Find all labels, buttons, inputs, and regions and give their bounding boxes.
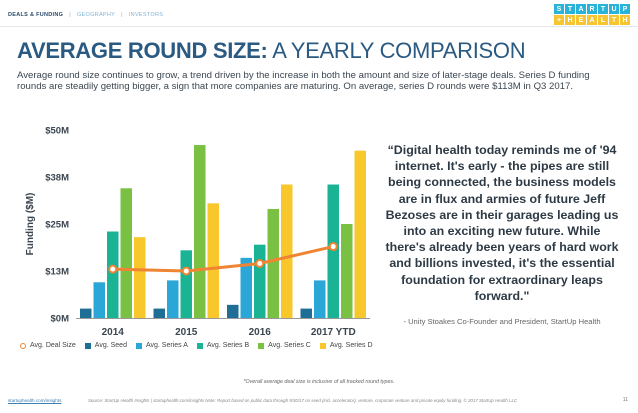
x-tick-label: 2015 [175, 327, 198, 338]
bar-seriesA [93, 282, 105, 318]
bar-seriesD [354, 150, 366, 318]
logo-letter: L [598, 15, 608, 25]
nav-investors[interactable]: INVESTORS [128, 12, 164, 18]
footnote: *Overall average deal size is inclusive … [243, 379, 395, 385]
bar-seriesB [327, 184, 339, 318]
x-tick-label: 2017 YTD [311, 327, 356, 338]
y-tick-label: $38M [45, 173, 69, 184]
legend-label: Avg. Series A [145, 342, 188, 349]
top-navigation: DEALS & FUNDING | GEOGRAPHY | INVESTORS [8, 12, 163, 18]
deal-size-point [328, 242, 338, 252]
legend-item-seriesD: Avg. Series D [319, 342, 373, 349]
legend-swatch [258, 342, 265, 349]
bar-seriesA [240, 257, 252, 318]
bar-seriesD [281, 184, 293, 318]
intro-paragraph: Average round size continues to grow, a … [17, 70, 590, 92]
bar-seriesB [180, 250, 192, 318]
x-tick-label: 2014 [102, 327, 125, 338]
deal-size-point [108, 264, 118, 274]
logo-letter: E [576, 15, 586, 25]
logo-letter: U [609, 4, 619, 14]
legend-swatch [84, 342, 91, 349]
nav-separator: | [121, 12, 123, 18]
bar-seed [227, 304, 239, 318]
page-title: AVERAGE ROUND SIZE: A YEARLY COMPARISON [17, 38, 526, 64]
logo-letter: + [554, 15, 564, 25]
bar-seriesA [167, 280, 179, 318]
legend-swatch [196, 342, 203, 349]
legend-label: Avg. Series C [268, 342, 311, 349]
y-tick-label: $13M [45, 267, 69, 278]
y-axis-label: Funding ($M) [25, 193, 36, 256]
logo-letter: T [609, 15, 619, 25]
chart-legend: Avg. Deal Size Avg. Seed Avg. Series A Avg.… [20, 342, 382, 349]
legend-item-seriesA: Avg. Series A [135, 342, 188, 349]
legend-label: Avg. Series D [329, 342, 373, 349]
y-tick-label: $50M [45, 126, 69, 137]
page-title-bold: AVERAGE ROUND SIZE: [17, 38, 268, 63]
logo-letter: H [620, 15, 630, 25]
header-divider [0, 26, 638, 27]
bar-seed [80, 308, 92, 318]
deal-size-point [181, 266, 191, 276]
legend-item-seed: Avg. Seed [84, 342, 127, 349]
footer-source: Source: StartUp Health Insights | startu… [88, 398, 518, 403]
bar-seriesD [207, 203, 219, 318]
legend-item-deal-size: Avg. Deal Size [20, 342, 76, 349]
page-title-rest: A YEARLY COMPARISON [272, 38, 526, 63]
logo-letter: R [587, 4, 597, 14]
logo-letter: A [587, 15, 597, 25]
round-size-chart: Funding ($M) $0M $13M $25M $38M $50M 2014 2015 2… [25, 126, 370, 338]
nav-geography[interactable]: GEOGRAPHY [76, 12, 116, 18]
x-tick-label: 2016 [249, 327, 272, 338]
deal-size-point [255, 258, 265, 268]
logo-letter: S [554, 4, 564, 14]
bar-seriesB [107, 231, 119, 318]
legend-swatch [135, 342, 142, 349]
bar-seriesC [194, 145, 206, 318]
y-tick-label: $25M [45, 220, 69, 231]
startup-health-logo: S T A R T U P + H E A L T H [554, 4, 630, 25]
legend-swatch [319, 342, 326, 349]
bar-seriesB [254, 244, 266, 318]
bar-seed [300, 308, 312, 318]
bar-seed [153, 308, 165, 318]
legend-label: Avg. Seed [94, 342, 127, 349]
logo-letter: A [576, 4, 586, 14]
logo-letter: H [565, 15, 575, 25]
logo-letter: T [565, 4, 575, 14]
bar-seriesA [314, 280, 326, 318]
bar-seriesC [341, 224, 353, 318]
y-tick-label: $0M [51, 314, 70, 325]
bar-seriesC [267, 208, 279, 318]
page-number: 11 [622, 397, 628, 403]
legend-item-seriesC: Avg. Series C [258, 342, 311, 349]
logo-letter: T [598, 4, 608, 14]
legend-swatch [20, 342, 26, 349]
bar-seriesD [134, 237, 146, 318]
legend-item-seriesB: Avg. Series B [196, 342, 250, 349]
logo-letter: P [620, 4, 630, 14]
legend-label: Avg. Series B [206, 342, 250, 349]
deal-size-line [112, 245, 334, 273]
nav-deals-funding[interactable]: DEALS & FUNDING [8, 12, 64, 18]
bar-seriesC [120, 188, 132, 318]
footer-link[interactable]: startuphealth.com/insights [8, 398, 62, 403]
quote-text: “Digital health today reminds me of '94 … [385, 143, 619, 303]
nav-separator: | [69, 12, 71, 18]
quote-attribution: - Unity Stoakes Co-Founder and President… [403, 317, 601, 326]
legend-label: Avg. Deal Size [30, 342, 76, 349]
